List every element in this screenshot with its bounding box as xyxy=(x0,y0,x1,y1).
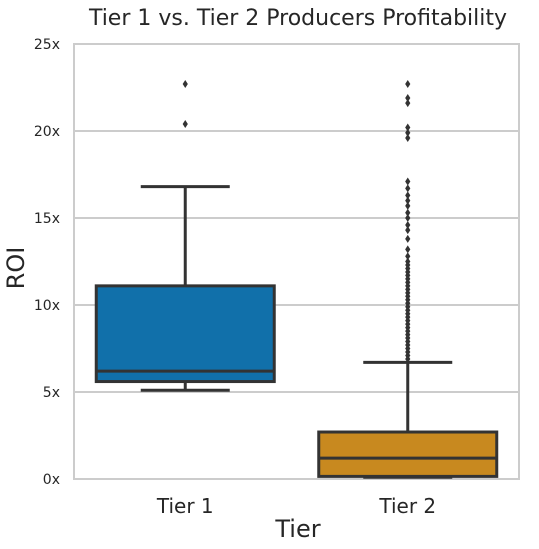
outlier-point xyxy=(405,221,410,229)
x-tick-label: Tier 2 xyxy=(378,494,436,518)
y-axis-label: ROI xyxy=(2,247,30,290)
y-tick-labels: 0x 5x 10x 15x 20x 25x xyxy=(34,37,60,488)
outlier-point xyxy=(405,177,410,185)
plot-frame xyxy=(74,44,519,479)
outlier-point xyxy=(405,80,410,88)
y-tick-label: 10x xyxy=(34,298,60,314)
outlier-point xyxy=(405,209,410,217)
y-tick-label: 15x xyxy=(34,211,60,227)
outlier-point xyxy=(405,191,410,199)
box-iqr xyxy=(96,286,274,382)
x-axis-label: Tier xyxy=(274,515,320,543)
outlier-point xyxy=(183,80,188,88)
y-tick-label: 5x xyxy=(43,385,60,401)
outlier-point xyxy=(183,120,188,128)
y-tick-label: 20x xyxy=(34,124,60,140)
outlier-point xyxy=(405,235,410,243)
outlier-point xyxy=(405,245,410,253)
outlier-point xyxy=(405,252,410,260)
box-iqr xyxy=(319,432,497,476)
chart-title: Tier 1 vs. Tier 2 Producers Profitabilit… xyxy=(88,6,507,31)
x-tick-label: Tier 1 xyxy=(156,494,214,518)
outlier-point xyxy=(405,184,410,192)
y-tick-label: 0x xyxy=(43,472,60,488)
y-tick-label: 25x xyxy=(34,37,60,53)
box-group xyxy=(96,80,497,477)
outlier-point xyxy=(405,94,410,102)
